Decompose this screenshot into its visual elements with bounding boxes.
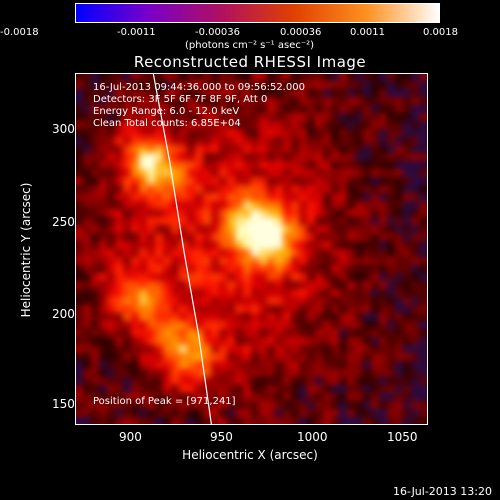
colorbar-tick: 0.0011 (350, 27, 385, 38)
x-tick-label: 1050 (387, 430, 418, 444)
timestamp: 16-Jul-2013 13:20 (392, 485, 492, 498)
limb-overlay (152, 73, 213, 425)
solar-limb-curve (152, 73, 213, 425)
colorbar-tick: 0.0018 (423, 27, 458, 38)
colorbar (75, 3, 440, 23)
y-tick-label: 300 (52, 122, 75, 136)
x-axis-label: Heliocentric X (arcsec) (182, 448, 318, 462)
colorbar-tick: -0.00036 (195, 27, 240, 38)
peak-position-label: Position of Peak = [971,241] (93, 396, 236, 407)
y-tick-label: 150 (52, 397, 75, 411)
colorbar-tick: 0.00036 (280, 27, 322, 38)
x-tick-label: 950 (210, 430, 233, 444)
time-range-label: 16-Jul-2013 09:44:36.000 to 09:56:52.000 (93, 82, 305, 93)
y-axis-label: Heliocentric Y (arcsec) (19, 182, 33, 318)
y-tick-label: 250 (52, 215, 75, 229)
colorbar-units: (photons cm⁻² s⁻¹ asec⁻²) (185, 40, 315, 51)
energy-range-label: Energy Range: 6.0 - 12.0 keV (93, 106, 240, 117)
colorbar-tick: -0.0018 (0, 27, 39, 38)
y-tick-label: 200 (52, 307, 75, 321)
detectors-label: Detectors: 3F 5F 6F 7F 8F 9F, Att 0 (93, 94, 268, 105)
heatmap-image (75, 73, 428, 425)
plot-title: Reconstructed RHESSI Image (133, 53, 367, 71)
clean-counts-label: Clean Total counts: 6.85E+04 (93, 118, 241, 129)
x-tick-label: 900 (119, 430, 142, 444)
plot-frame (75, 73, 428, 425)
x-tick-label: 1000 (297, 430, 328, 444)
colorbar-tick: -0.0011 (117, 27, 156, 38)
